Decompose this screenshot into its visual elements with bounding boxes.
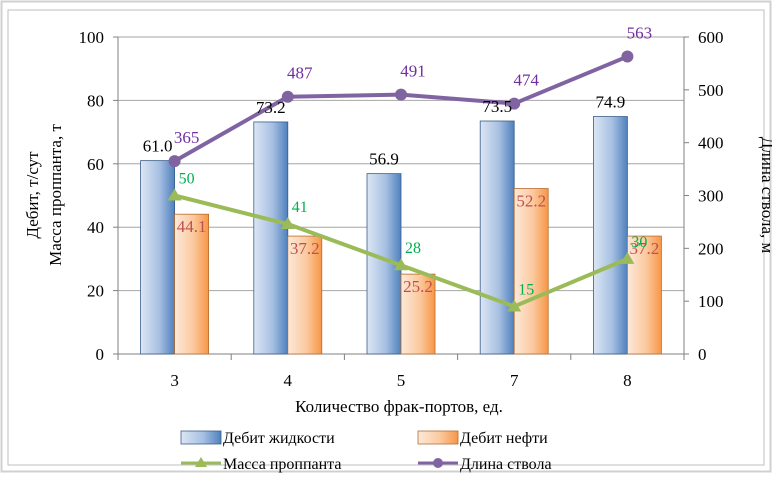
- legend-swatch-oil: [417, 430, 459, 445]
- data-label-liquid: 73.2: [256, 98, 286, 117]
- data-label-oil: 44.1: [177, 217, 207, 236]
- y-tick-label-left: 0: [96, 345, 105, 364]
- data-label-liquid: 61.0: [143, 137, 173, 156]
- x-tick-label: 4: [284, 371, 293, 390]
- legend-label-liquid: Дебит жидкости: [223, 430, 335, 447]
- bars: [140, 116, 662, 355]
- marker-proppant: [394, 258, 408, 271]
- data-label-length: 487: [287, 64, 313, 83]
- bar-oil: [513, 188, 549, 355]
- marker-length: [281, 90, 294, 103]
- y-tick-label-right: 100: [698, 292, 724, 311]
- y-tick-label-left: 20: [87, 282, 104, 301]
- marker-proppant: [620, 251, 635, 264]
- data-label-length: 563: [627, 24, 653, 43]
- data-label-length: 365: [174, 128, 200, 147]
- data-label-length: 491: [400, 62, 426, 81]
- y-tick-label-left: 40: [87, 218, 104, 237]
- legend-item-proppant: Масса проппанта: [181, 456, 341, 473]
- x-tick-label: 7: [510, 371, 519, 390]
- data-label-liquid: 74.9: [596, 93, 626, 112]
- legend-label-oil: Дебит нефти: [460, 430, 548, 447]
- legend-marker-proppant: [195, 457, 207, 467]
- data-label-proppant: 15: [518, 281, 534, 298]
- data-label-proppant: 28: [405, 240, 421, 257]
- data-label-oil: 52.2: [516, 192, 546, 211]
- y-tick-label-left: 100: [79, 28, 105, 47]
- y-axis-title-left-line1: Дебит, т/сут: [23, 151, 42, 239]
- marker-length: [168, 155, 181, 168]
- data-label-proppant: 41: [292, 199, 308, 216]
- data-label-oil: 37.2: [290, 239, 320, 258]
- chart-inner-border: [7, 9, 765, 466]
- y-tick-label-right: 0: [698, 345, 707, 364]
- marker-length: [395, 88, 407, 101]
- data-label-oil: 37.2: [630, 239, 660, 258]
- legend-marker-length: [433, 458, 443, 468]
- y-tick-label-right: 500: [698, 81, 724, 100]
- legend-label-length: Длина ствола: [460, 456, 552, 473]
- bar-oil: [400, 273, 436, 355]
- bar-liquid: [479, 120, 515, 355]
- bar-oil: [627, 235, 662, 355]
- data-label-proppant: 30: [631, 234, 647, 251]
- y-axis-title-left-line2: Масса проппанта, т: [46, 124, 65, 266]
- data-labels: 61.0 44.1 50 365 73.2 37.2 41 487 56.9 25.2 28 491 7…: [143, 24, 660, 299]
- marker-proppant: [167, 188, 182, 201]
- legend-item-liquid: Дебит жидкости: [180, 430, 335, 447]
- legend-swatch-liquid: [180, 430, 222, 445]
- bar-oil: [174, 213, 210, 355]
- y-tick-label-left: 60: [87, 155, 104, 174]
- marker-proppant: [280, 217, 295, 230]
- legend: Дебит жидкости Дебит нефти Масса проппан…: [180, 430, 552, 473]
- y-tick-label-right: 200: [698, 239, 724, 258]
- legend-item-length: Длина ствола: [418, 456, 552, 473]
- y-tick-label-left: 80: [87, 91, 104, 110]
- x-tick-label: 3: [170, 371, 179, 390]
- data-label-length: 474: [513, 71, 539, 90]
- legend-label-proppant: Масса проппанта: [223, 456, 341, 473]
- x-axis-title: Количество фрак-портов, ед.: [295, 397, 503, 416]
- y-tick-label-right: 600: [698, 28, 724, 47]
- axes: 0 20 40 60 80 100 0 100 200 300 400 500 600 3 4 5 7 8: [79, 28, 724, 390]
- x-tick-label: 8: [623, 371, 632, 390]
- data-label-oil: 25.2: [403, 277, 433, 296]
- data-label-liquid: 73.5: [482, 97, 512, 116]
- bar-oil: [287, 235, 323, 355]
- marker-length: [621, 50, 634, 63]
- y-tick-label-right: 300: [698, 187, 724, 206]
- y-tick-label-right: 400: [698, 134, 724, 153]
- data-label-proppant: 50: [179, 171, 195, 188]
- bar-liquid: [593, 116, 628, 355]
- marker-length: [508, 97, 521, 110]
- x-tick-label: 5: [397, 371, 406, 390]
- lines: [167, 50, 635, 312]
- y-axis-title-right: Длина ствола, м: [758, 137, 772, 254]
- bar-liquid: [253, 121, 289, 355]
- bar-liquid: [140, 160, 176, 355]
- legend-item-oil: Дебит нефти: [417, 430, 548, 447]
- data-label-liquid: 56.9: [369, 150, 399, 169]
- marker-proppant: [507, 299, 522, 312]
